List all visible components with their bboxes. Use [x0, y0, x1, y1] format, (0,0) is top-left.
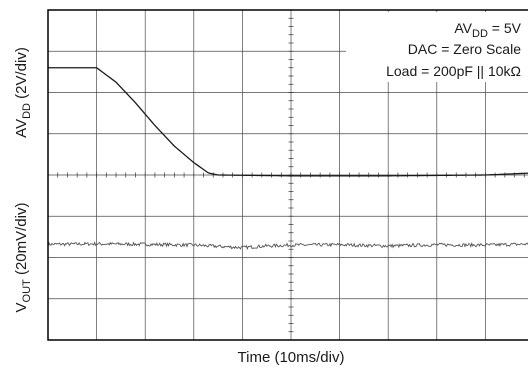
- annotation-backdrop: [346, 12, 528, 82]
- trace-avdd: [48, 67, 528, 177]
- y-axis-labels: AVDD (2V/div) VOUT (20mV/div): [13, 47, 33, 312]
- trace-vout: [47, 241, 528, 251]
- y-axis-label-group: AVDD (2V/div): [13, 47, 33, 138]
- annotation-line: AVDD = 5V: [454, 20, 521, 40]
- x-axis-label: Time (10ms/div): [238, 349, 345, 366]
- plot-frame: [47, 9, 528, 341]
- traces: [47, 67, 528, 251]
- y-axis-label-group: VOUT (20mV/div): [13, 203, 33, 313]
- y-axis-label: AVDD (2V/div): [13, 47, 33, 138]
- annotation-line: DAC = Zero Scale: [408, 41, 521, 57]
- y-axis-label: VOUT (20mV/div): [13, 203, 33, 313]
- annotation-line: Load = 200pF || 10kΩ: [386, 63, 521, 79]
